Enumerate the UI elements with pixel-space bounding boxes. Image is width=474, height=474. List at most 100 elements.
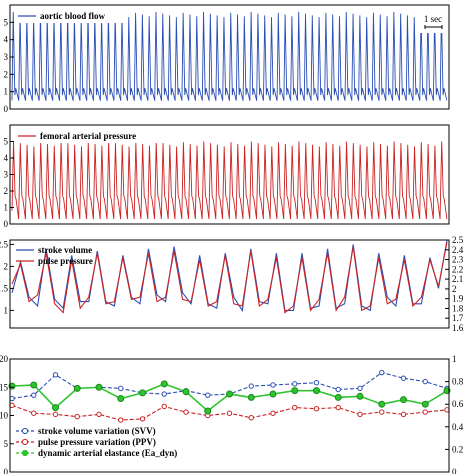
- y-tick-label: 5: [4, 137, 9, 147]
- series-point: [117, 395, 125, 403]
- series-point: [160, 380, 168, 388]
- y2-tick-label: 0.4: [452, 422, 464, 432]
- y-tick-label: 5: [4, 17, 9, 27]
- series-point: [313, 387, 320, 395]
- series-point: [183, 409, 189, 415]
- panel-femoral-arterial-pressure: 0 1 2 3 4 5 femoral arterial pressure: [4, 124, 450, 229]
- scale-bar: [424, 25, 443, 29]
- series-point: [226, 410, 233, 416]
- series-line: [11, 141, 448, 220]
- y2-tick-label: 2.1: [452, 274, 463, 284]
- series-point: [335, 386, 341, 393]
- y-tick-label: 1: [4, 87, 9, 97]
- series-point: [357, 385, 363, 392]
- series-point: [292, 381, 298, 387]
- y2-tick-label: 1.7: [452, 313, 464, 323]
- series-line: [11, 11, 448, 101]
- series-point: [334, 393, 342, 401]
- series-point: [357, 411, 363, 418]
- legend-marker: [21, 438, 29, 446]
- series-point: [139, 416, 146, 422]
- series-point: [161, 403, 167, 410]
- legend-label: stroke volume: [38, 245, 92, 255]
- panel-dynamic-variation: 0 5 10 15 20 0 0.2 0.4 0.6 0.8 1 stroke volume vari…: [0, 354, 464, 474]
- series-point: [31, 410, 37, 416]
- series-point: [292, 404, 298, 411]
- y-tick-label: 5: [4, 439, 9, 449]
- series-point: [422, 378, 428, 385]
- series-point: [118, 417, 124, 423]
- y2-tick-label: 0.2: [452, 444, 463, 454]
- series-point: [356, 392, 364, 400]
- legend-label: femoral arterial pressure: [40, 131, 136, 141]
- series-point: [248, 415, 254, 421]
- y-tick-label: 2.5: [0, 239, 9, 249]
- legend-label: dynamic arterial elastance (Ea_dyn): [38, 448, 177, 458]
- series-point: [226, 390, 233, 398]
- y-tick-label: 1.5: [0, 283, 9, 293]
- series-point: [96, 411, 102, 418]
- legend-marker: [21, 427, 29, 435]
- series-point: [118, 385, 124, 392]
- y-tick-label: 4: [4, 35, 9, 45]
- y-tick-label: 0: [4, 219, 9, 229]
- y-tick-label: 10: [0, 411, 9, 421]
- series-point: [73, 384, 81, 392]
- series-point: [248, 383, 254, 389]
- y2-tick-label: 0.6: [452, 399, 464, 409]
- series-point: [313, 380, 320, 386]
- y2-tick-label: 1: [452, 354, 457, 364]
- y2-tick-label: 1.6: [452, 323, 464, 333]
- legend-box: [16, 129, 168, 143]
- y2-tick-label: 1.8: [452, 303, 464, 313]
- panel-stroke-volume-and-pulse-pressure: 11.522.51.61.71.81.922.12.22.32.42.5stro…: [0, 235, 464, 333]
- series-point: [205, 392, 211, 398]
- y-tick-label: 3: [4, 170, 9, 180]
- legend-label: aortic blood flow: [40, 11, 105, 21]
- y2-tick-label: 2.2: [452, 264, 463, 274]
- series-point: [270, 382, 276, 388]
- series-point: [204, 407, 212, 415]
- y2-tick-label: 0.8: [452, 377, 464, 387]
- series-point: [400, 411, 407, 418]
- plot-frame: [9, 239, 450, 329]
- y-tick-label: 4: [4, 153, 9, 163]
- y-tick-label: 1: [4, 203, 9, 213]
- series-point: [95, 383, 103, 391]
- series-point: [422, 409, 428, 415]
- legend-label: pulse pressure: [38, 256, 93, 266]
- series-point: [421, 400, 429, 408]
- y2-tick-label: 1.9: [452, 294, 464, 304]
- y-tick-label: 0: [4, 104, 9, 114]
- series-point: [313, 406, 320, 412]
- series-point: [247, 393, 255, 401]
- series-point: [182, 388, 190, 396]
- series-point: [52, 411, 59, 418]
- series-point: [74, 413, 80, 420]
- y-tick-label: 3: [4, 52, 9, 62]
- y-tick-label: 1: [4, 305, 9, 315]
- legend-label: stroke volume variation (SVV): [38, 426, 156, 436]
- series-point: [30, 381, 38, 389]
- y-tick-label: 2: [4, 261, 9, 271]
- y2-tick-label: 2.3: [452, 255, 464, 265]
- y2-tick-label: 2.5: [452, 235, 464, 245]
- series-point: [335, 404, 341, 411]
- series-point: [379, 409, 385, 415]
- y2-tick-label: 2: [452, 284, 457, 294]
- series-point: [270, 410, 276, 416]
- series-point: [139, 389, 146, 397]
- y-tick-label: 2: [4, 69, 9, 79]
- series-point: [400, 375, 407, 381]
- panel-aortic-blood-flow: 0 1 2 3 4 5 aortic blood flow 1 sec: [4, 4, 450, 114]
- series-point: [52, 404, 59, 412]
- series-point: [52, 372, 59, 378]
- y-tick-label: 2: [4, 186, 9, 196]
- y-tick-label: 20: [0, 354, 9, 364]
- series-point: [31, 392, 37, 398]
- series-point: [291, 387, 299, 395]
- series-point: [379, 369, 385, 376]
- legend-box: [16, 9, 128, 23]
- y-tick-label: 15: [0, 382, 9, 392]
